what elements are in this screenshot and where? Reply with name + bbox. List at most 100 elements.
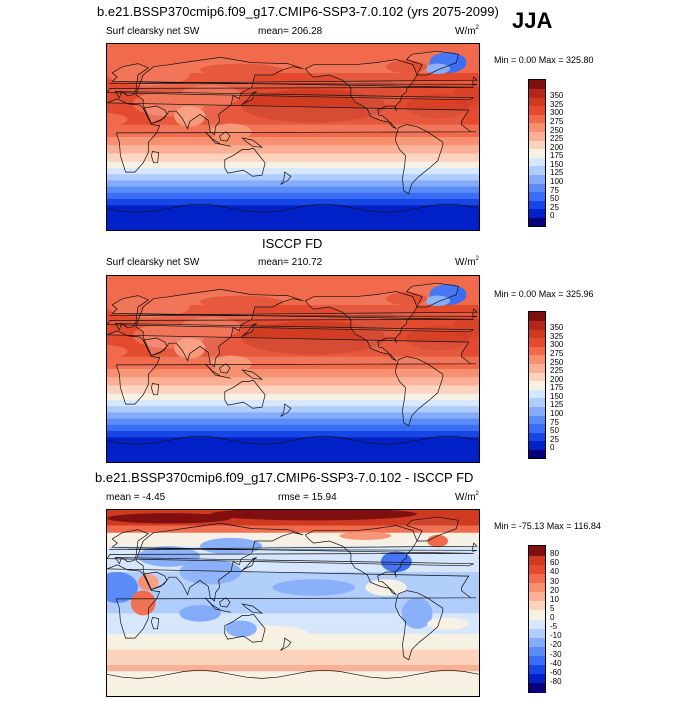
colorbar-tick-label: 25 bbox=[550, 202, 559, 212]
coastline bbox=[135, 523, 304, 602]
colorbar-segment bbox=[529, 191, 545, 201]
land-shading bbox=[305, 291, 417, 361]
colorbar-segment bbox=[529, 397, 545, 407]
map-value-region bbox=[210, 123, 252, 141]
coastline bbox=[241, 137, 264, 148]
diff-value-region bbox=[225, 620, 257, 638]
panel3-mean: mean = -4.45 bbox=[106, 492, 166, 503]
colorbar-tick-label: -20 bbox=[550, 640, 562, 650]
coastline bbox=[135, 57, 304, 136]
coastline bbox=[109, 76, 478, 86]
coastline bbox=[241, 323, 257, 338]
land-shading bbox=[395, 590, 443, 660]
colorbar-segment bbox=[529, 591, 545, 602]
colorbar-segment bbox=[529, 564, 545, 574]
map-latitude-band bbox=[107, 161, 479, 169]
land-shading bbox=[242, 138, 262, 148]
colorbar-tick-label: 175 bbox=[550, 151, 564, 161]
colorbar-tick-label: 275 bbox=[550, 348, 564, 358]
panel1-map bbox=[0, 43, 700, 231]
colorbar-tick-label: 30 bbox=[550, 576, 559, 586]
land-shading bbox=[224, 148, 266, 177]
panel2-mean: mean= 210.72 bbox=[258, 257, 323, 268]
map-latitude-band bbox=[107, 192, 479, 200]
colorbar-tick-label: 325 bbox=[550, 331, 564, 341]
season-label: JJA bbox=[512, 8, 553, 33]
coastline bbox=[151, 617, 160, 630]
map-latitude-band bbox=[107, 406, 479, 413]
colorbar-segment bbox=[529, 114, 545, 124]
panel1-colorbar bbox=[528, 79, 546, 227]
colorbar-segment bbox=[529, 105, 545, 115]
land-shading bbox=[107, 295, 474, 332]
land-shading bbox=[406, 517, 459, 541]
colorbar-tick-label: 150 bbox=[550, 391, 564, 401]
map-latitude-band bbox=[107, 671, 479, 697]
coastline bbox=[142, 105, 168, 125]
panel3-map-plot bbox=[0, 507, 700, 697]
coastline bbox=[241, 557, 257, 572]
land-shading bbox=[406, 283, 459, 307]
colorbar-tick-label: 275 bbox=[550, 116, 564, 126]
land-shading bbox=[224, 614, 266, 643]
land-shading bbox=[219, 597, 230, 608]
map-value-region bbox=[200, 295, 283, 309]
land-shading bbox=[242, 370, 262, 380]
colorbar-segment bbox=[529, 646, 545, 656]
colorbar-segment bbox=[529, 157, 545, 167]
map-latitude-band bbox=[107, 199, 479, 206]
map-latitude-band bbox=[107, 400, 479, 407]
map-latitude-band bbox=[107, 424, 479, 432]
colorbar-segment bbox=[529, 312, 545, 322]
map-latitude-band bbox=[107, 145, 479, 155]
colorbar-tick-label: 10 bbox=[550, 594, 559, 604]
colorbar-segment bbox=[529, 174, 545, 184]
colorbar-tick-label: 50 bbox=[550, 426, 559, 436]
colorbar-segment bbox=[529, 200, 545, 210]
map-value-region bbox=[386, 60, 428, 73]
map-latitude-band bbox=[107, 431, 479, 438]
diff-value-region bbox=[130, 590, 156, 616]
map-latitude-band bbox=[107, 412, 479, 420]
land-shading bbox=[305, 525, 417, 595]
coastline bbox=[406, 50, 459, 76]
colorbar-tick-label: 200 bbox=[550, 374, 564, 384]
coastline bbox=[142, 571, 168, 591]
coastline bbox=[219, 131, 231, 142]
coastline bbox=[280, 637, 292, 651]
colorbar-segment bbox=[529, 628, 545, 638]
coastline bbox=[304, 59, 418, 130]
colorbar-tick-label: 200 bbox=[550, 142, 564, 152]
coastline bbox=[406, 516, 459, 542]
colorbar-segment bbox=[529, 389, 545, 399]
diff-value-region bbox=[380, 551, 412, 572]
colorbar-tick-label: -80 bbox=[550, 676, 562, 686]
coastline bbox=[241, 369, 264, 380]
colorbar-tick-label: 125 bbox=[550, 168, 564, 178]
colorbar-segment bbox=[529, 655, 545, 666]
coastline bbox=[151, 151, 160, 164]
land-shading bbox=[151, 151, 159, 163]
coastline bbox=[224, 148, 266, 177]
colorbar-tick-label: 40 bbox=[550, 567, 559, 577]
map-latitude-band bbox=[107, 137, 479, 146]
panel2-map bbox=[0, 275, 700, 463]
land-shading bbox=[395, 356, 443, 426]
colorbar-segment bbox=[529, 217, 545, 227]
colorbar-tick-label: 325 bbox=[550, 99, 564, 109]
colorbar-tick-label: 100 bbox=[550, 409, 564, 419]
coastline bbox=[106, 330, 476, 405]
antarctica-coastline bbox=[106, 669, 480, 679]
coastline bbox=[241, 603, 264, 614]
land-shading bbox=[135, 523, 304, 601]
land-shading bbox=[135, 289, 304, 367]
colorbar-segment bbox=[529, 148, 545, 158]
colorbar-tick-label: -10 bbox=[550, 631, 562, 641]
colorbar-tick-label: 175 bbox=[550, 383, 564, 393]
diff-value-region bbox=[401, 597, 433, 629]
map-latitude-band bbox=[107, 153, 479, 163]
colorbar-segment bbox=[529, 664, 545, 675]
coastline bbox=[106, 529, 474, 567]
colorbar-segment bbox=[529, 637, 545, 647]
diff-value-region bbox=[179, 559, 242, 585]
